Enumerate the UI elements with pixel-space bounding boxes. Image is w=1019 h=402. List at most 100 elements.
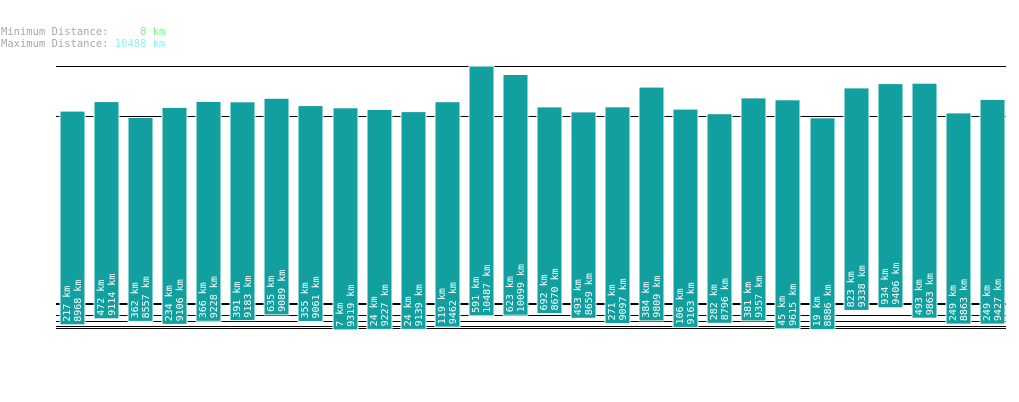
distance-bar	[809, 117, 836, 331]
bar-group: 217 km 8968 km	[59, 110, 86, 326]
bar-label-low: 45 km	[777, 296, 788, 326]
bar-label-high: 9163 km	[686, 282, 697, 324]
bar-group: 591 km 10487 km	[468, 65, 495, 317]
bar-label-high: 10487 km	[482, 265, 493, 313]
bar-group: 7 km 9319 km	[332, 107, 359, 331]
bar-label-high: 9228 km	[209, 276, 220, 318]
bar-label-low: 493 km	[573, 279, 584, 315]
bar-label-high: 9809 km	[652, 276, 663, 318]
bar-group: 934 km 9406 km	[877, 83, 904, 309]
bar-group: 249 km 8863 km	[945, 112, 972, 325]
bar-label-low: 24 km	[369, 296, 380, 326]
distance-bar	[229, 101, 256, 322]
bar-group: 362 km 8557 km	[127, 117, 154, 322]
distance-bar	[297, 105, 324, 322]
bar-label-low: 623 km	[505, 276, 516, 312]
distance-bar	[161, 106, 188, 325]
max-distance-row: Maximum Distance: 10488 km	[1, 38, 165, 50]
bars: 217 km 8968 km 472 km 9114 km 362 km 8557 km 2…	[59, 65, 1006, 331]
bar-label-high: 9061 km	[311, 276, 322, 318]
distance-bar	[570, 111, 597, 319]
bar-label-high: 9462 km	[448, 282, 459, 324]
distance-bar	[127, 117, 154, 322]
bar-group: 623 km 10099 km	[502, 74, 529, 316]
bar-group: 384 km 9809 km	[638, 86, 665, 322]
bar-label-high: 9427 km	[993, 279, 1004, 321]
distance-summary: Minimum Distance: 8 km Maximum Distance: …	[1, 26, 165, 50]
bar-label-high: 9338 km	[857, 265, 868, 307]
bar-group: 234 km 9106 km	[161, 106, 188, 325]
distance-bar	[706, 113, 733, 324]
bar-label-low: 249 km	[982, 285, 993, 321]
bar-label-low: 692 km	[539, 274, 550, 310]
bar-label-high: 8796 km	[720, 278, 731, 320]
bar-label-low: 234 km	[164, 285, 175, 321]
max-distance-value: 10488 km	[114, 38, 166, 50]
distance-bar	[740, 97, 767, 322]
bar-group: 493 km 8659 km	[570, 111, 597, 319]
bar-group: 493 km 9863 km	[911, 82, 938, 319]
bar-label-low: 119 km	[437, 288, 448, 324]
bar-label-low: 391 km	[232, 282, 243, 318]
bar-label-low: 362 km	[130, 282, 141, 318]
bar-label-high: 9089 km	[277, 270, 288, 312]
bar-label-high: 9406 km	[891, 263, 902, 305]
distance-bar	[979, 98, 1006, 325]
distance-bar	[195, 100, 222, 322]
bar-group: 823 km 9338 km	[843, 87, 870, 311]
bar-group: 635 km 9089 km	[263, 97, 290, 316]
bar-label-high: 9863 km	[925, 273, 936, 315]
min-distance-value: 8 km	[140, 26, 166, 38]
bar-label-low: 19 km	[812, 296, 823, 326]
distance-bar	[59, 110, 86, 326]
distance-bar	[536, 106, 563, 315]
bar-group: 381 km 9357 km	[740, 97, 767, 322]
bar-group: 24 km 9227 km	[366, 109, 393, 330]
bar-label-low: 106 km	[675, 288, 686, 324]
bar-label-high: 8886 km	[823, 284, 834, 326]
bar-label-high: 8659 km	[584, 273, 595, 315]
bar-group: 271 km 9097 km	[604, 106, 631, 325]
distance-bar	[911, 82, 938, 319]
bar-label-high: 8863 km	[959, 279, 970, 321]
distance-bar	[774, 99, 801, 330]
bar-label-low: 271 km	[607, 284, 618, 320]
bar-label-high: 10099 km	[516, 264, 527, 312]
bar-label-high: 9183 km	[243, 276, 254, 318]
bar-group: 119 km 9462 km	[434, 101, 461, 328]
bar-group: 106 km 9163 km	[672, 108, 699, 328]
bar-label-low: 823 km	[846, 271, 857, 307]
bar-label-high: 8968 km	[73, 280, 84, 322]
distance-bar	[945, 112, 972, 325]
bar-label-low: 493 km	[914, 279, 925, 315]
distance-bar	[843, 87, 870, 311]
distance-bar	[502, 74, 529, 316]
bar-label-low: 355 km	[300, 282, 311, 318]
bar-label-low: 381 km	[743, 282, 754, 318]
bar-group: 45 km 9615 km	[774, 99, 801, 330]
bar-label-high: 8557 km	[141, 276, 152, 318]
distance-bar	[672, 108, 699, 328]
bar-label-low: 635 km	[266, 276, 277, 312]
bar-label-high: 9114 km	[107, 274, 118, 316]
distance-bar	[332, 107, 359, 331]
bar-label-low: 472 km	[96, 280, 107, 316]
bar-label-low: 282 km	[709, 284, 720, 320]
min-distance-row: Minimum Distance: 8 km	[1, 26, 165, 38]
bar-label-low: 934 km	[880, 269, 891, 305]
bar-group: 472 km 9114 km	[93, 101, 120, 320]
bar-label-low: 7 km	[335, 303, 346, 327]
bar-label-high: 9615 km	[788, 284, 799, 326]
bar-label-low: 384 km	[641, 282, 652, 318]
bar-label-high: 9227 km	[380, 284, 391, 326]
bar-label-low: 249 km	[948, 285, 959, 321]
min-distance-label: Minimum Distance:	[1, 26, 109, 38]
distance-bar	[93, 101, 120, 320]
distance-bar	[263, 97, 290, 316]
bar-label-high: 8670 km	[550, 268, 561, 310]
distance-bar	[638, 86, 665, 322]
bar-group: 19 km 8886 km	[809, 117, 836, 331]
distance-bar	[400, 111, 427, 330]
bar-group: 282 km 8796 km	[706, 113, 733, 324]
